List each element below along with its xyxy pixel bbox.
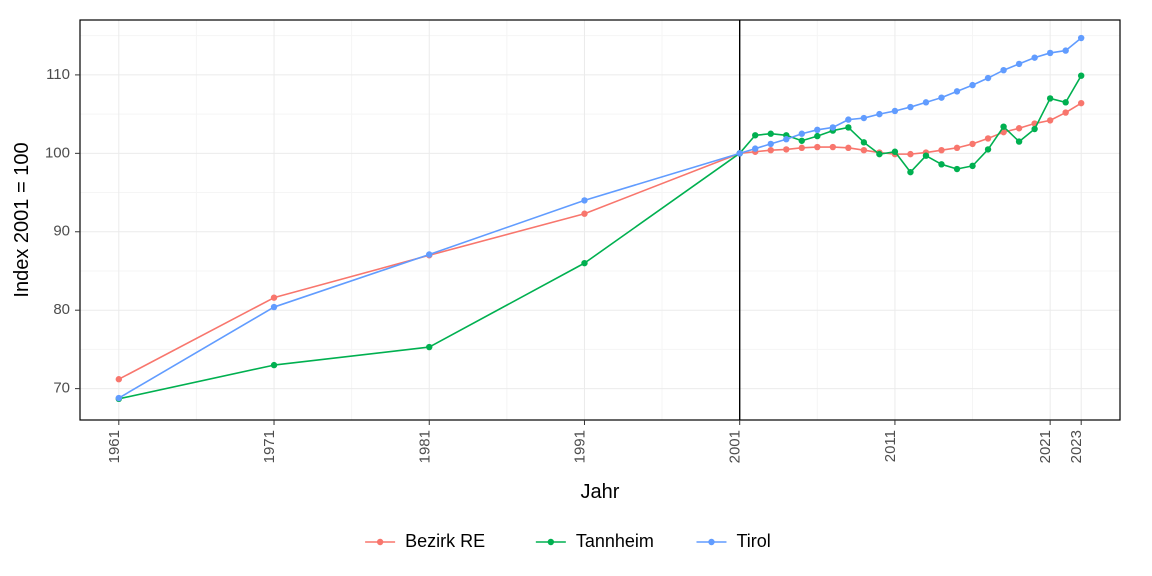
y-tick-label: 100 [45, 144, 70, 161]
legend-label: Tannheim [576, 531, 654, 551]
x-tick-label: 1991 [571, 430, 588, 463]
x-tick-label: 1971 [261, 430, 278, 463]
x-tick-label: 2023 [1068, 430, 1085, 463]
chart-container: 1961 1971 1981 1991 2001 2011 2021 2023 70 80 90 10… [0, 0, 1152, 576]
x-axis-title: Jahr [581, 481, 620, 503]
y-tick-label: 110 [46, 66, 70, 83]
x-tick-label: 1961 [106, 430, 123, 463]
x-tick-label: 2021 [1037, 430, 1054, 463]
legend-label: Bezirk RE [405, 531, 485, 551]
y-axis-title: Index 2001 = 100 [11, 142, 33, 297]
x-tick-label: 2001 [727, 430, 744, 463]
line-chart: 1961 1971 1981 1991 2001 2011 2021 2023 70 80 90 10… [0, 0, 1152, 576]
y-tick-label: 80 [53, 301, 70, 318]
y-tick-label: 90 [53, 223, 70, 240]
x-tick-label: 2011 [882, 430, 899, 462]
x-tick-label: 1981 [416, 430, 433, 463]
legend-label: Tirol [736, 531, 770, 551]
y-tick-label: 70 [53, 380, 70, 397]
